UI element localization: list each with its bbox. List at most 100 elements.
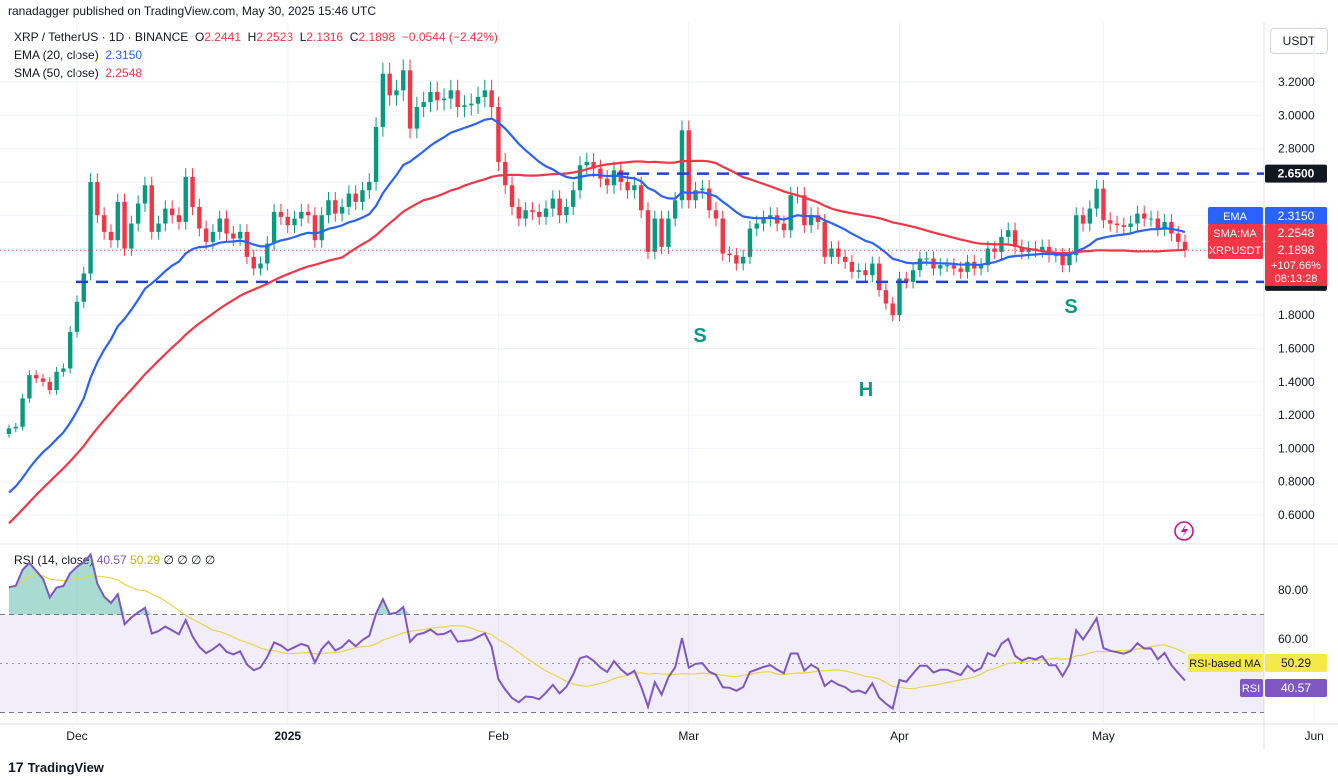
candle-body (829, 248, 834, 257)
candle (122, 193, 127, 256)
candle-body (149, 185, 154, 232)
candle (530, 202, 535, 220)
currency-unit-button[interactable]: USDT (1270, 28, 1328, 54)
candle (1053, 248, 1059, 263)
candle (163, 200, 168, 232)
candle (231, 225, 236, 247)
candle (700, 180, 705, 199)
candle-body (115, 201, 120, 241)
candle (278, 203, 284, 225)
candle-body (489, 90, 494, 107)
candle (985, 241, 991, 273)
candle (822, 214, 827, 265)
candle (326, 191, 331, 224)
candle-body (944, 265, 950, 267)
candle-body (1135, 213, 1140, 224)
sma-label: SMA (50, close) (14, 66, 99, 80)
candle (428, 81, 433, 113)
candle-body (285, 216, 290, 226)
candle-body (1114, 223, 1120, 226)
candle-body (836, 248, 841, 257)
candle (761, 210, 766, 232)
candle (489, 79, 494, 118)
candle-body (278, 211, 284, 217)
candle-body (1169, 221, 1174, 234)
candle-body (550, 198, 556, 209)
candle-body (217, 218, 222, 232)
candle-body (88, 181, 93, 274)
candle-body (1128, 223, 1133, 227)
candle (693, 181, 698, 209)
candle (910, 263, 916, 289)
candle (33, 370, 39, 384)
candle-body (734, 255, 739, 264)
candle-body (625, 181, 630, 191)
candle (292, 210, 297, 234)
rsi-overbought-fill (9, 554, 1185, 615)
candle-body (571, 190, 576, 207)
resistance-tag-label: 2.6500 (1278, 167, 1315, 181)
candle-body (1053, 255, 1059, 257)
tradingview-brand: TradingView (27, 759, 104, 775)
rsi-name-label: RSI (1242, 683, 1260, 695)
ema-legend[interactable]: EMA (20, close) 2.3150 (14, 48, 142, 62)
candle (543, 200, 549, 225)
candle-body (564, 206, 569, 216)
candle-body (401, 70, 406, 91)
candle (557, 190, 562, 224)
candle (47, 377, 52, 395)
candle (190, 168, 195, 216)
rsi-label: RSI (14, close) (14, 553, 94, 567)
candle (237, 224, 243, 247)
candle (20, 394, 25, 431)
candle (339, 198, 345, 222)
rsi-y-tick-label: 80.00 (1278, 583, 1308, 597)
candle (564, 198, 569, 224)
candle (591, 152, 596, 178)
candle-body (740, 256, 746, 264)
y-tick-label: 1.0000 (1278, 441, 1315, 455)
candle-body (305, 211, 311, 216)
candle (537, 203, 542, 225)
candle (550, 190, 556, 217)
sma-name-tag (1208, 224, 1263, 242)
candle (414, 96, 420, 139)
candle (523, 202, 528, 227)
candle (842, 249, 848, 269)
resistance-tag (1265, 164, 1327, 183)
candle (686, 120, 691, 209)
symbol-name[interactable]: XRP / TetherUS · 1D · BINANCE (14, 30, 189, 44)
ema-value: 2.3150 (105, 48, 143, 62)
candle (645, 202, 651, 260)
candle (448, 79, 454, 109)
y-tick-label: 1.4000 (1278, 375, 1315, 389)
x-tick-label: Apr (890, 729, 909, 743)
candle-body (312, 215, 318, 241)
sma-legend[interactable]: SMA (50, close) 2.2548 (14, 66, 142, 80)
sma-name-label: SMA:MA (1213, 228, 1257, 240)
candle-body (849, 261, 855, 272)
candle-body (1040, 246, 1045, 251)
tradingview-footer[interactable]: 17 TradingView (8, 759, 104, 775)
candle-body (135, 203, 141, 224)
candle (176, 207, 182, 230)
candle-body (951, 265, 957, 269)
candle (6, 424, 12, 438)
candle-body (13, 426, 18, 429)
x-tick-label: Dec (66, 729, 87, 743)
y-tick-label: 1.6000 (1278, 341, 1315, 355)
candle-body (129, 223, 134, 249)
candle-body (414, 106, 420, 129)
candle-body (496, 106, 501, 162)
symbol-legend: XRP / TetherUS · 1D · BINANCE O2.2441 H2… (14, 30, 498, 44)
candle (706, 180, 712, 219)
candle (421, 91, 426, 118)
candle (944, 258, 950, 273)
candle (197, 198, 202, 237)
candle-body (856, 270, 861, 272)
candle (815, 207, 821, 230)
lightning-icon[interactable] (1174, 521, 1194, 541)
rsi-legend[interactable]: RSI (14, close) 40.57 50.29 ∅ ∅ ∅ ∅ (14, 553, 215, 567)
candle (380, 62, 386, 137)
